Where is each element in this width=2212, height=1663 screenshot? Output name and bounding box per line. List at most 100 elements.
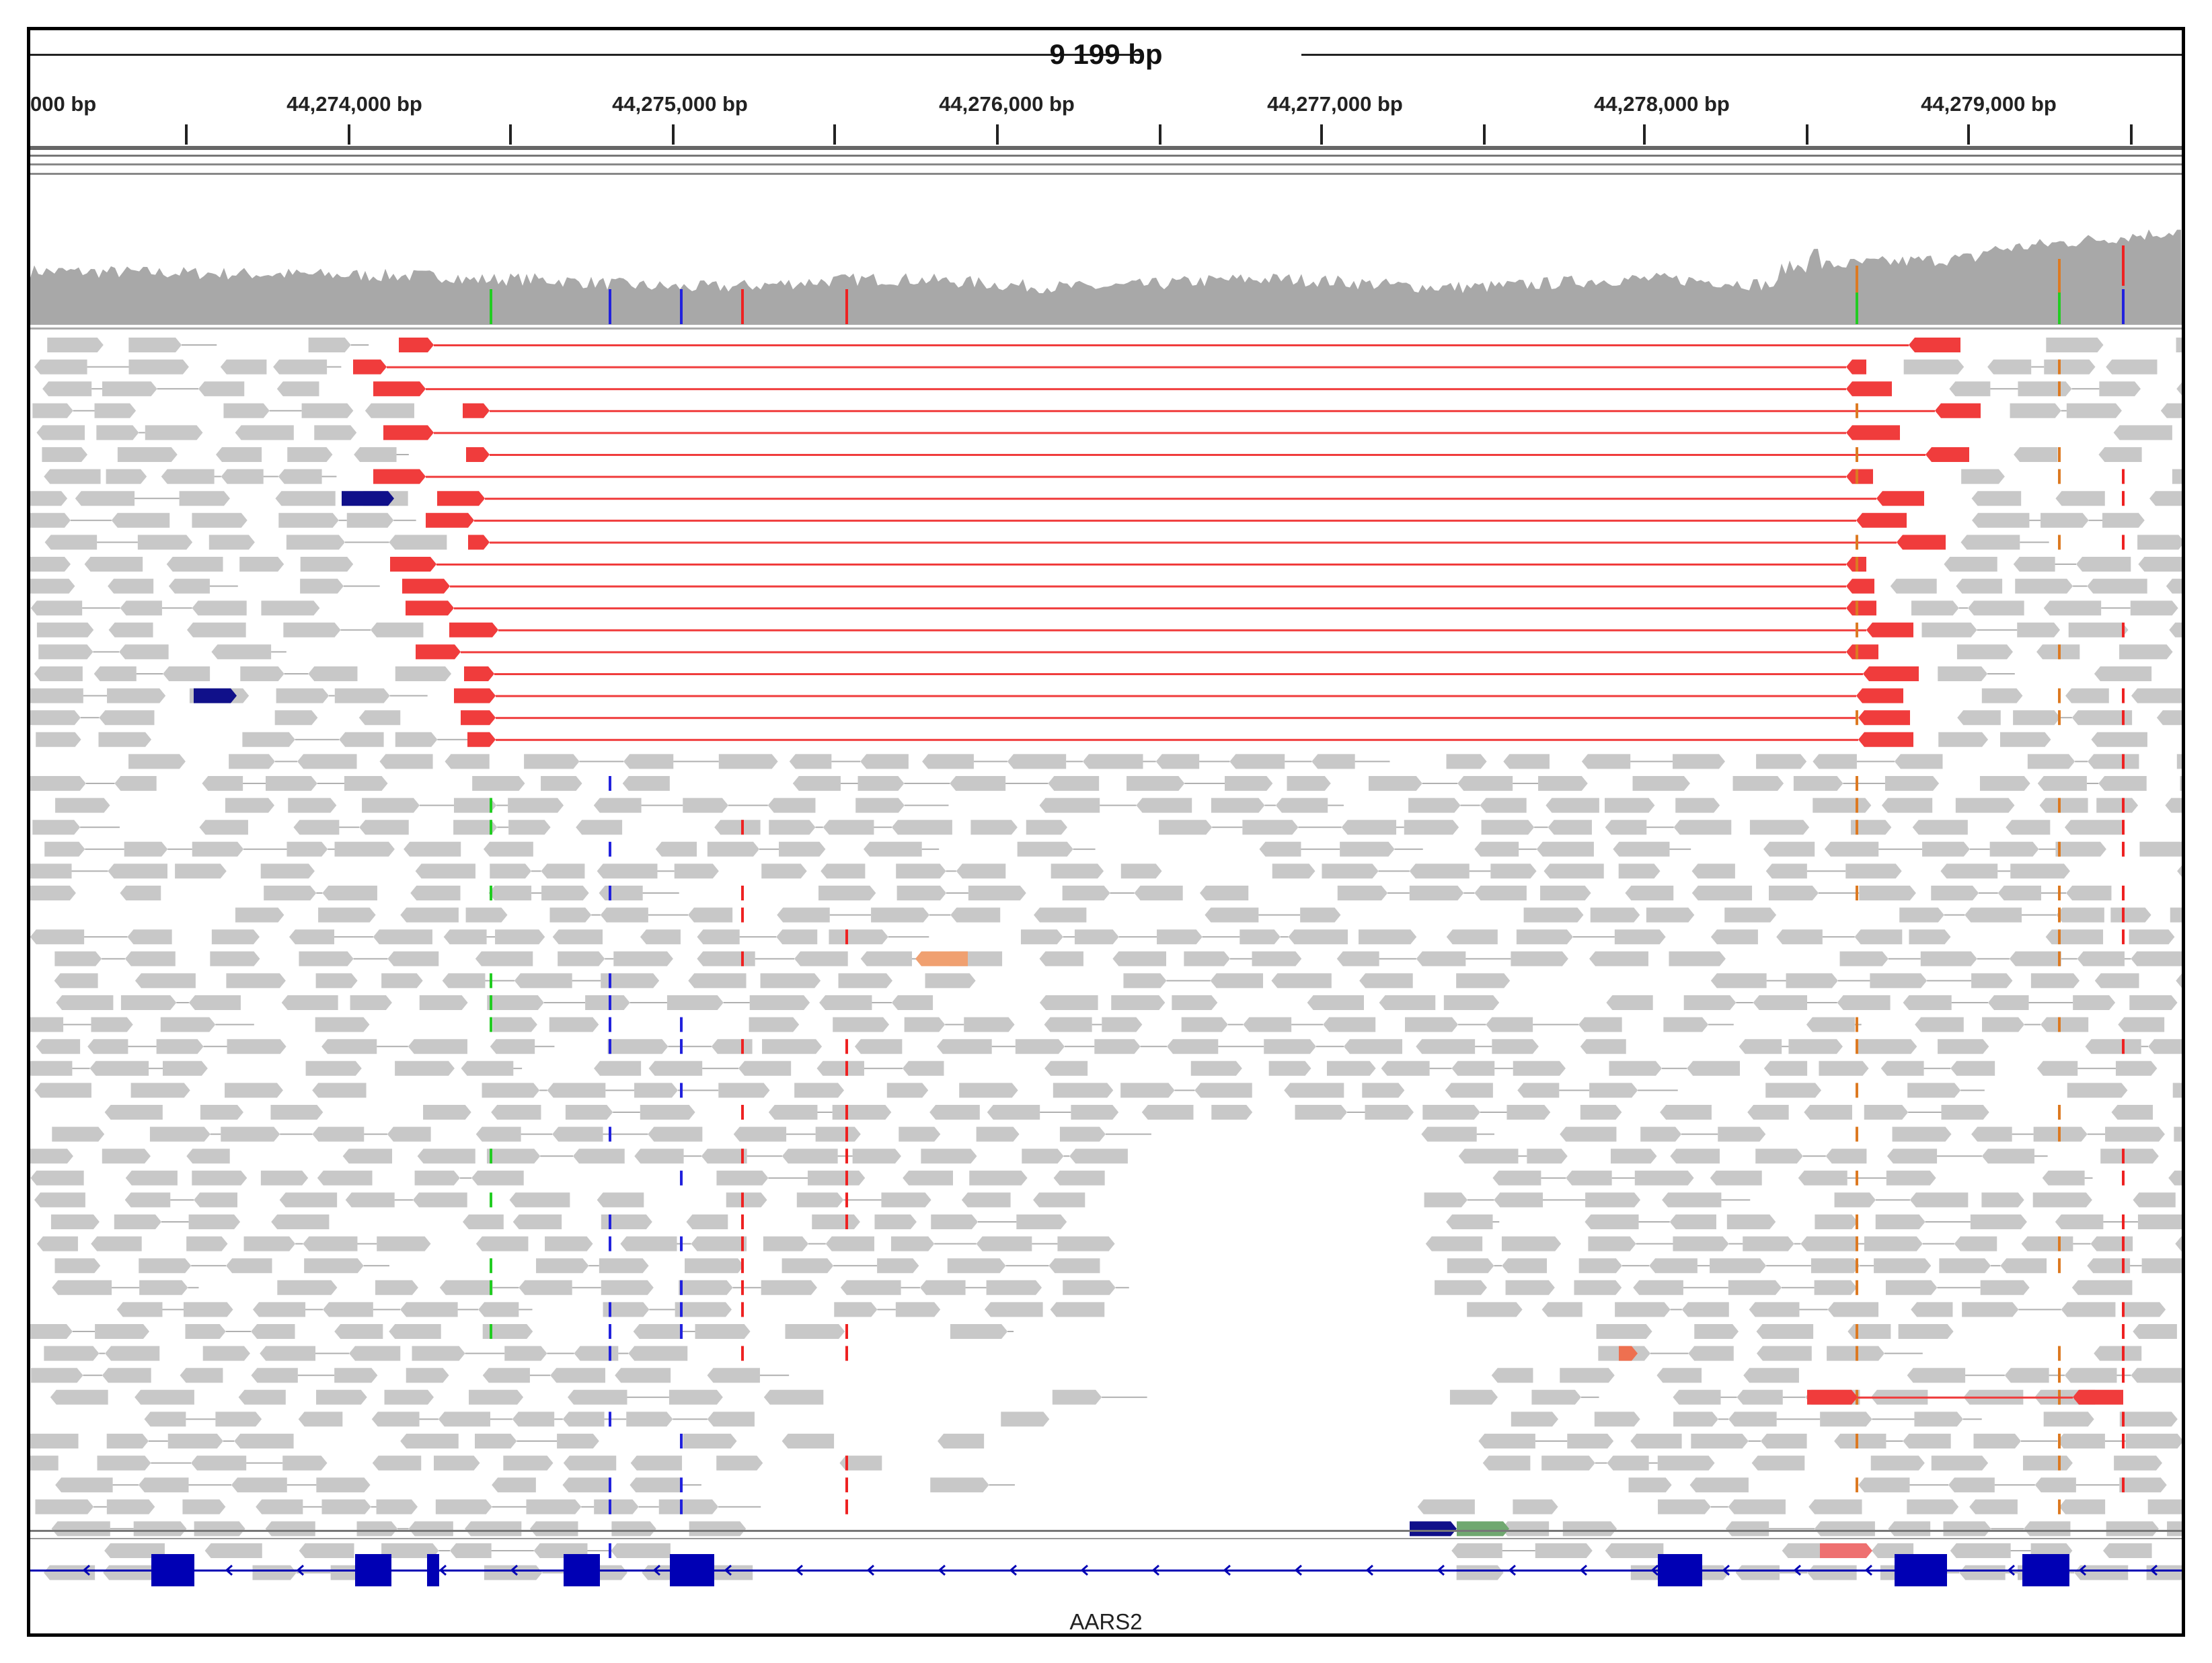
read-pair-link [1806, 870, 1846, 872]
base-mismatch [2058, 447, 2061, 462]
read-pair-link [344, 541, 389, 543]
split-read [1858, 710, 1910, 726]
split-read [461, 710, 496, 726]
aligned-read [1190, 1060, 1242, 1076]
read-pair-link [1736, 1002, 1753, 1003]
read-pair-link [2088, 519, 2102, 521]
aligned-read [1467, 1302, 1523, 1317]
large-insert-read [915, 951, 968, 966]
alignment-tracks[interactable] [30, 151, 2182, 1637]
read-pair-link [1063, 1155, 1070, 1157]
aligned-read [718, 754, 778, 769]
aligned-read [2036, 1060, 2078, 1076]
aligned-read [1069, 1149, 1128, 1164]
aligned-read [1033, 1192, 1085, 1208]
aligned-read [1268, 1060, 1311, 1076]
read-pair-link [1396, 826, 1404, 828]
read-pair-link [786, 1133, 816, 1135]
aligned-read [1982, 1017, 2025, 1032]
split-read-link [454, 607, 1846, 610]
aligned-read [1211, 798, 1265, 813]
base-mismatch [609, 841, 611, 857]
base-mismatch [2122, 1258, 2125, 1274]
aligned-read [1408, 798, 1461, 813]
read-pair-link [363, 1265, 389, 1267]
aligned-read [1615, 1302, 1671, 1317]
base-mismatch [2058, 798, 2061, 813]
aligned-read [96, 425, 139, 440]
aligned-read [2096, 798, 2139, 813]
read-pair-link [295, 1243, 303, 1245]
aligned-read [2098, 776, 2147, 791]
aligned-read [1979, 776, 2030, 791]
base-mismatch [1856, 1126, 1858, 1142]
aligned-read [1157, 929, 1203, 945]
aligned-read [1743, 1368, 1799, 1383]
base-mismatch [609, 1324, 611, 1339]
base-mismatch [490, 820, 492, 835]
base-mismatch [2122, 469, 2125, 484]
read-pair-link [350, 344, 369, 346]
gene-name-label: AARS2 [1069, 1609, 1143, 1634]
aligned-read [469, 1389, 524, 1405]
aligned-read [1379, 995, 1436, 1010]
aligned-read [1456, 1565, 1504, 1580]
read-pair-link [321, 475, 337, 477]
aligned-read [1756, 1346, 1812, 1361]
split-read-link [496, 717, 1858, 720]
aligned-read [2066, 403, 2122, 418]
aligned-read [1747, 1105, 1789, 1120]
coverage-mismatch-bar [845, 289, 848, 324]
aligned-read [414, 1170, 460, 1186]
aligned-read [2106, 359, 2158, 375]
genomic-ruler[interactable]: 9 199 bp 000 bp 44,274,000 bp 44,275,000 b… [30, 30, 2182, 151]
read-pair-link [373, 1309, 401, 1311]
base-mismatch [1856, 535, 1858, 550]
aligned-read [611, 1543, 671, 1558]
aligned-read [304, 1258, 364, 1274]
aligned-read [563, 1455, 617, 1471]
read-pair-link [1580, 1396, 1599, 1398]
aligned-read [1903, 1434, 1951, 1448]
base-mismatch [2122, 907, 2125, 923]
aligned-read [669, 1389, 723, 1405]
read-pair-link [829, 914, 872, 916]
aligned-read [545, 1236, 593, 1251]
aligned-read [133, 1521, 187, 1537]
span-length-label: 9 199 bp [1049, 38, 1163, 70]
gene-annotation-track[interactable]: AARS2 [30, 1537, 2182, 1634]
split-read [1876, 491, 1924, 506]
aligned-read [779, 841, 826, 857]
aligned-read [275, 491, 336, 506]
aligned-read [1669, 1214, 1716, 1229]
aligned-read [465, 907, 508, 923]
aligned-read [1242, 820, 1299, 835]
read-pair-link [63, 1023, 91, 1026]
read-pair-link [465, 1352, 505, 1354]
aligned-read [2059, 1499, 2106, 1514]
aligned-read [47, 338, 104, 352]
read-pair-link [2075, 761, 2088, 763]
read-pair-link [1227, 1023, 1244, 1026]
aligned-read [1912, 820, 1968, 835]
aligned-read [1311, 754, 1355, 769]
read-pair-link [840, 783, 858, 784]
read-pair-link [271, 651, 287, 653]
aligned-read [1618, 863, 1661, 879]
aligned-read [449, 1543, 492, 1558]
aligned-read [2169, 622, 2182, 637]
aligned-read [114, 1214, 162, 1229]
aligned-read [1580, 1039, 1626, 1054]
aligned-read [738, 1060, 792, 1076]
aligned-read [2122, 1302, 2166, 1317]
aligned-read [395, 666, 452, 681]
aligned-read [139, 1280, 188, 1295]
aligned-read [1368, 776, 1422, 791]
aligned-read [1814, 1280, 1858, 1295]
aligned-read [2172, 1083, 2182, 1098]
aligned-read [768, 1105, 818, 1120]
base-mismatch [2058, 535, 2061, 550]
split-read [406, 601, 454, 616]
base-mismatch [2122, 1368, 2125, 1383]
aligned-read [695, 1324, 751, 1339]
